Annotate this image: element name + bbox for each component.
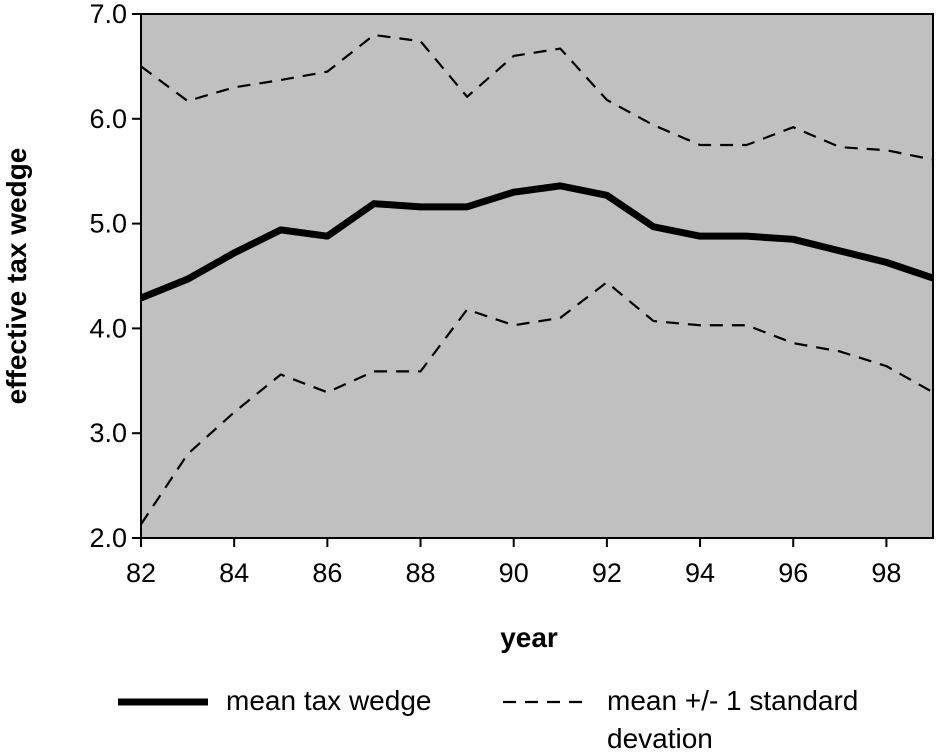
x-tick-label: 92: [592, 558, 622, 588]
series-mean-minus-1sd: [140, 281, 934, 525]
y-tick-label: 5.0: [89, 209, 127, 239]
x-tick-label: 84: [219, 558, 249, 588]
x-tick-label: 98: [871, 558, 901, 588]
series-mean-plus-1sd: [140, 33, 934, 161]
x-axis: 82 84 86 88 90 92 94 96 98: [126, 538, 901, 588]
x-tick-label: 96: [778, 558, 808, 588]
x-axis-title: year: [500, 622, 558, 653]
y-tick-label: 3.0: [89, 418, 127, 448]
legend: mean tax wedge mean +/- 1 standard devat…: [118, 685, 858, 754]
x-tick-label: 94: [685, 558, 715, 588]
legend-label-sd-line2: devation: [607, 723, 713, 754]
x-tick-label: 88: [406, 558, 436, 588]
y-axis-title: effective tax wedge: [1, 148, 32, 405]
y-tick-label: 4.0: [89, 313, 127, 343]
y-tick-label: 2.0: [89, 523, 127, 553]
y-axis: 2.0 3.0 4.0 5.0 6.0 7.0: [89, 0, 141, 553]
series-group: [139, 33, 935, 525]
legend-label-sd-line1: mean +/- 1 standard: [607, 685, 858, 716]
x-tick-label: 82: [126, 558, 156, 588]
legend-label-mean: mean tax wedge: [226, 685, 431, 716]
plot-area: [140, 13, 934, 539]
x-tick-label: 86: [312, 558, 342, 588]
y-tick-label: 6.0: [89, 104, 127, 134]
x-tick-label: 90: [499, 558, 529, 588]
y-tick-label: 7.0: [89, 0, 127, 29]
series-mean-tax-wedge: [139, 182, 935, 302]
